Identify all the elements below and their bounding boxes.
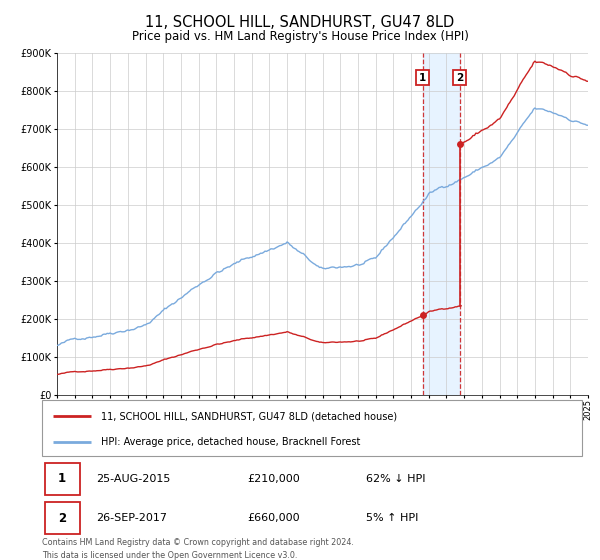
Text: 62% ↓ HPI: 62% ↓ HPI [366,474,425,484]
Text: Price paid vs. HM Land Registry's House Price Index (HPI): Price paid vs. HM Land Registry's House … [131,30,469,43]
Text: 1: 1 [419,73,426,83]
Text: 25-AUG-2015: 25-AUG-2015 [96,474,170,484]
Text: 2: 2 [58,511,66,525]
Text: Contains HM Land Registry data © Crown copyright and database right 2024.: Contains HM Land Registry data © Crown c… [42,538,354,547]
FancyBboxPatch shape [45,502,80,534]
Bar [422,53,460,395]
Text: HPI: Average price, detached house, Bracknell Forest: HPI: Average price, detached house, Brac… [101,437,361,447]
Text: £660,000: £660,000 [247,513,300,523]
Text: 26-SEP-2017: 26-SEP-2017 [96,513,167,523]
Text: 11, SCHOOL HILL, SANDHURST, GU47 8LD: 11, SCHOOL HILL, SANDHURST, GU47 8LD [145,15,455,30]
Text: 2: 2 [456,73,463,83]
Text: This data is licensed under the Open Government Licence v3.0.: This data is licensed under the Open Gov… [42,552,298,560]
FancyBboxPatch shape [45,463,80,495]
Text: £210,000: £210,000 [247,474,300,484]
Text: 1: 1 [58,472,66,486]
Text: 5% ↑ HPI: 5% ↑ HPI [366,513,418,523]
FancyBboxPatch shape [42,400,582,456]
Text: 11, SCHOOL HILL, SANDHURST, GU47 8LD (detached house): 11, SCHOOL HILL, SANDHURST, GU47 8LD (de… [101,411,398,421]
